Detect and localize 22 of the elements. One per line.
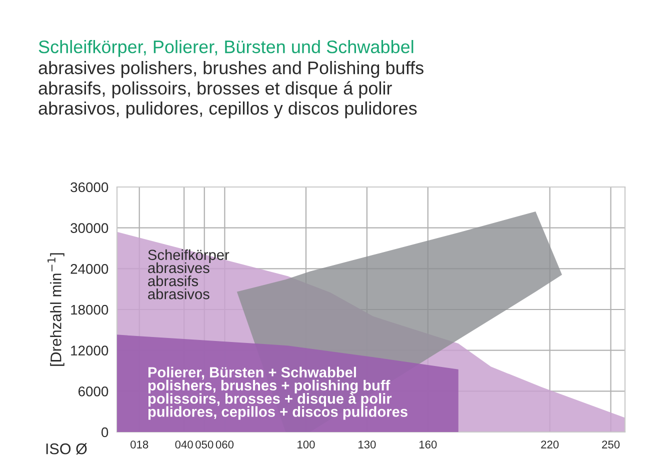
- x-tick-label: 060: [216, 440, 234, 448]
- y-tick-label: 0: [101, 427, 108, 438]
- x-tick-label: 130: [358, 440, 376, 448]
- y-tick-label: 30000: [70, 223, 108, 234]
- y-axis-title: [Drehzahl min$^{−1}$]: [48, 253, 64, 366]
- chart-subtitle: abrasives polishers, brushes and Polishing buffs abrasifs, polissoirs, brosses et disque á polir abrasivos, pulidores, cepillos y discos pulidores: [38, 61, 424, 118]
- x-tick-label: 040: [175, 440, 193, 448]
- y-tick-label: 24000: [70, 264, 108, 274]
- y-tick-label: 18000: [71, 304, 108, 315]
- x-tick-label: 220: [541, 440, 559, 448]
- x-tick-label: 018: [130, 440, 148, 448]
- chart-title: Schleifkörper, Polierer, Bürsten und Schwabbel: [38, 40, 414, 57]
- y-tick-label: 36000: [70, 182, 108, 192]
- series-label: Polierer, Bürsten + Schwabbel polishers, brushes + polishing buff polissoirs, brosses + disque à polir pulidores, cepillos + discos pulidores: [148, 366, 408, 420]
- y-tick-label: 6000: [78, 386, 108, 396]
- y-tick-label: 12000: [71, 346, 108, 356]
- x-tick-label: 160: [419, 440, 437, 448]
- series-label: Scheifkörper abrasives abrasifs abrasivos: [148, 249, 230, 300]
- x-tick-label: 250: [602, 440, 620, 448]
- x-tick-label: 050: [196, 440, 214, 448]
- x-axis-title: ISO Ø: [46, 443, 87, 454]
- x-tick-label: 100: [298, 440, 315, 448]
